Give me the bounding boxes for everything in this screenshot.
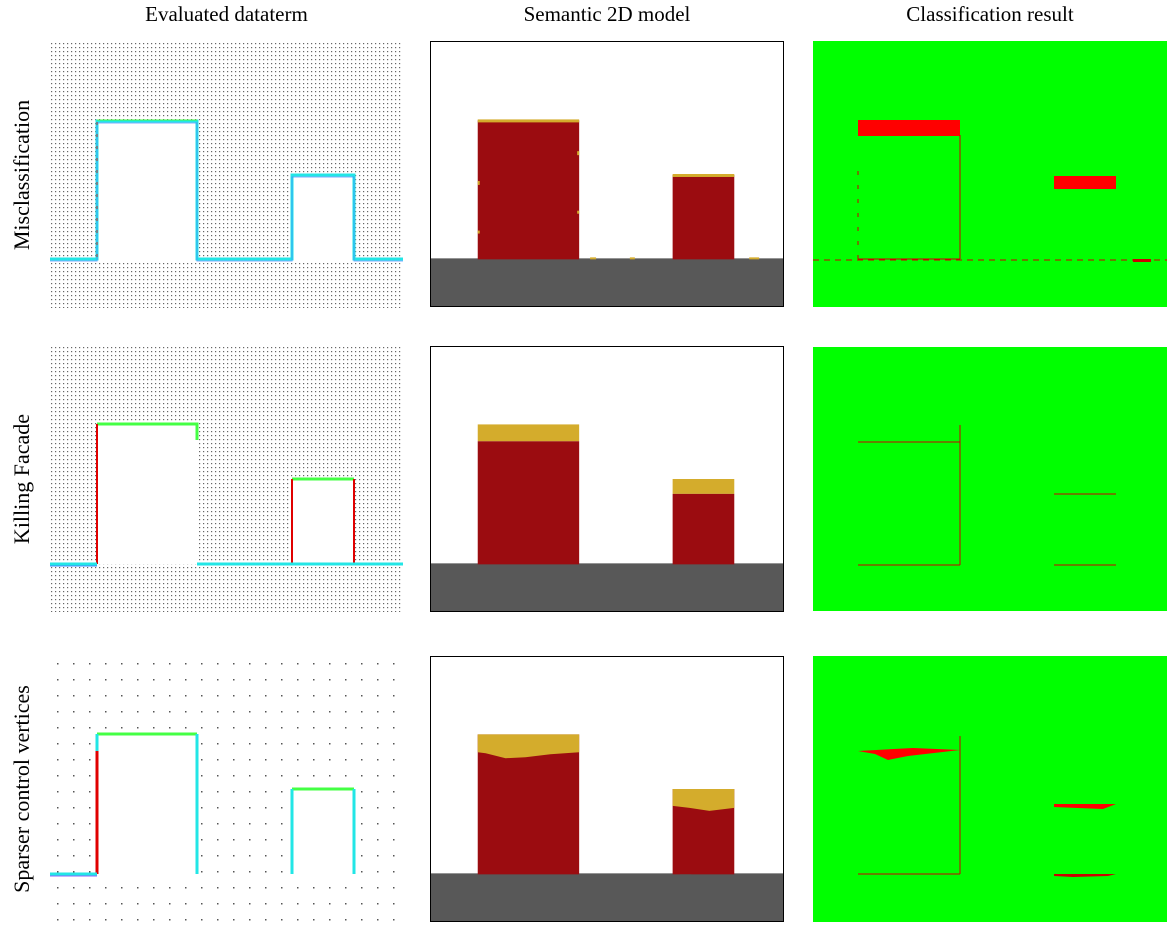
semantic-panel-killing-facade xyxy=(430,346,784,612)
row-label-misclassification: Misclassification xyxy=(9,99,34,251)
classification-panel-killing-facade xyxy=(813,347,1167,611)
row-label-killing-facade: Killing Facade xyxy=(9,413,35,545)
column-header-semantic-model: Semantic 2D model xyxy=(523,2,691,26)
semantic-panel-sparser-vertices xyxy=(430,656,784,922)
column-header-dataterm: Evaluated dataterm xyxy=(145,2,308,26)
dataterm-panel-killing-facade xyxy=(50,346,403,612)
dataterm-panel-sparser-vertices xyxy=(50,656,403,922)
column-header-classification: Classification result xyxy=(906,2,1074,26)
dataterm-panel-misclassification xyxy=(50,42,403,308)
classification-panel-misclassification xyxy=(813,41,1167,307)
classification-panel-sparser-vertices xyxy=(813,656,1167,922)
row-label-sparser-control-vertices: Sparser control vertices xyxy=(9,685,35,893)
semantic-panel-misclassification xyxy=(430,41,784,307)
